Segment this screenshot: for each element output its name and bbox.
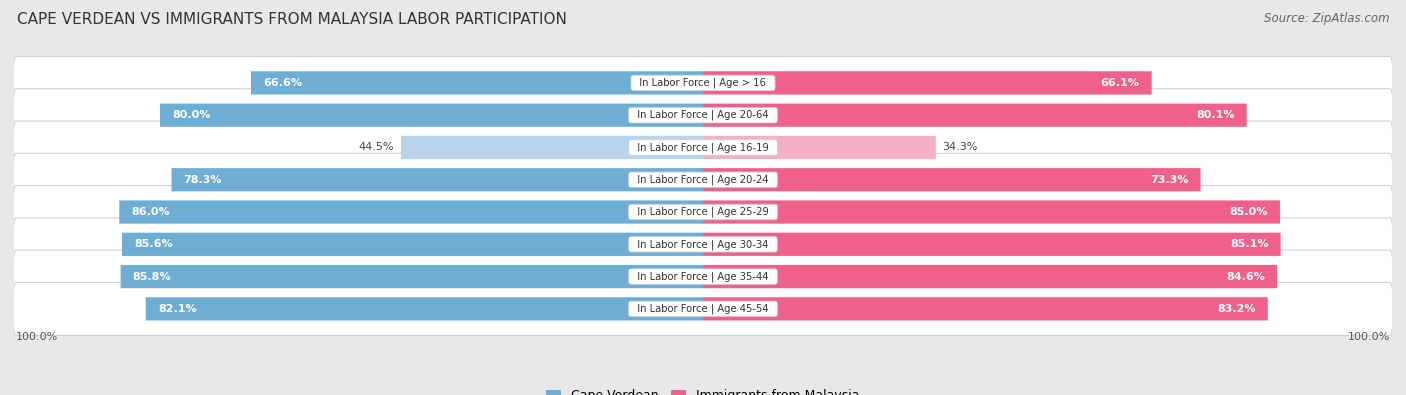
FancyBboxPatch shape <box>120 200 703 224</box>
FancyBboxPatch shape <box>703 136 936 159</box>
Text: In Labor Force | Age 20-64: In Labor Force | Age 20-64 <box>631 110 775 120</box>
FancyBboxPatch shape <box>14 56 1392 109</box>
Text: 85.1%: 85.1% <box>1230 239 1268 249</box>
Text: 83.2%: 83.2% <box>1218 304 1256 314</box>
Text: 66.1%: 66.1% <box>1101 78 1139 88</box>
FancyBboxPatch shape <box>703 168 1201 191</box>
Text: 80.1%: 80.1% <box>1197 110 1234 120</box>
Text: 34.3%: 34.3% <box>942 143 979 152</box>
FancyBboxPatch shape <box>14 121 1392 174</box>
FancyBboxPatch shape <box>122 233 703 256</box>
FancyBboxPatch shape <box>401 136 703 159</box>
FancyBboxPatch shape <box>703 71 1152 94</box>
Text: 84.6%: 84.6% <box>1226 272 1265 282</box>
Text: 100.0%: 100.0% <box>1348 332 1391 342</box>
FancyBboxPatch shape <box>14 89 1392 142</box>
FancyBboxPatch shape <box>14 250 1392 303</box>
Text: 44.5%: 44.5% <box>359 143 394 152</box>
FancyBboxPatch shape <box>703 200 1279 224</box>
Text: 85.0%: 85.0% <box>1229 207 1268 217</box>
FancyBboxPatch shape <box>703 265 1277 288</box>
FancyBboxPatch shape <box>14 186 1392 239</box>
FancyBboxPatch shape <box>14 218 1392 271</box>
Text: 85.8%: 85.8% <box>132 272 172 282</box>
Text: Source: ZipAtlas.com: Source: ZipAtlas.com <box>1264 12 1389 25</box>
FancyBboxPatch shape <box>160 103 703 127</box>
Text: 80.0%: 80.0% <box>172 110 211 120</box>
FancyBboxPatch shape <box>14 282 1392 335</box>
Text: 100.0%: 100.0% <box>15 332 58 342</box>
FancyBboxPatch shape <box>14 153 1392 206</box>
Text: CAPE VERDEAN VS IMMIGRANTS FROM MALAYSIA LABOR PARTICIPATION: CAPE VERDEAN VS IMMIGRANTS FROM MALAYSIA… <box>17 12 567 27</box>
FancyBboxPatch shape <box>121 265 703 288</box>
Text: In Labor Force | Age 45-54: In Labor Force | Age 45-54 <box>631 304 775 314</box>
Text: 73.3%: 73.3% <box>1150 175 1188 185</box>
Text: In Labor Force | Age 35-44: In Labor Force | Age 35-44 <box>631 271 775 282</box>
Text: In Labor Force | Age 30-34: In Labor Force | Age 30-34 <box>631 239 775 250</box>
FancyBboxPatch shape <box>703 103 1247 127</box>
Text: 66.6%: 66.6% <box>263 78 302 88</box>
Text: In Labor Force | Age 20-24: In Labor Force | Age 20-24 <box>631 175 775 185</box>
FancyBboxPatch shape <box>250 71 703 94</box>
Text: In Labor Force | Age > 16: In Labor Force | Age > 16 <box>634 78 772 88</box>
Legend: Cape Verdean, Immigrants from Malaysia: Cape Verdean, Immigrants from Malaysia <box>541 384 865 395</box>
Text: 82.1%: 82.1% <box>157 304 197 314</box>
Text: In Labor Force | Age 25-29: In Labor Force | Age 25-29 <box>631 207 775 217</box>
Text: 86.0%: 86.0% <box>132 207 170 217</box>
Text: 85.6%: 85.6% <box>134 239 173 249</box>
FancyBboxPatch shape <box>172 168 703 191</box>
FancyBboxPatch shape <box>703 297 1268 320</box>
FancyBboxPatch shape <box>146 297 703 320</box>
Text: 78.3%: 78.3% <box>184 175 222 185</box>
Text: In Labor Force | Age 16-19: In Labor Force | Age 16-19 <box>631 142 775 153</box>
FancyBboxPatch shape <box>703 233 1281 256</box>
